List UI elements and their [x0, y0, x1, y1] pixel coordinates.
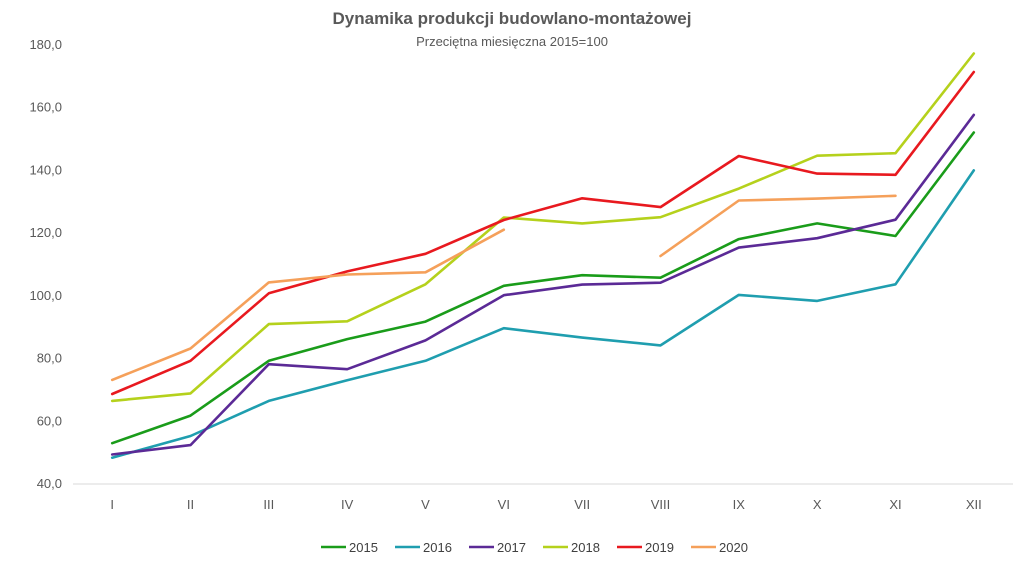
chart-title: Dynamika produkcji budowlano-montażowej: [332, 9, 692, 28]
legend-label-2018: 2018: [571, 540, 600, 555]
series-line-2017: [110, 113, 976, 456]
x-tick-label: VII: [574, 497, 590, 512]
x-tick-label: VIII: [651, 497, 671, 512]
x-tick-label: I: [110, 497, 114, 512]
y-tick-label: 60,0: [37, 413, 62, 428]
series-line-2015: [110, 131, 976, 445]
x-tick-label: VI: [498, 497, 510, 512]
legend-label-2020: 2020: [719, 540, 748, 555]
series-line-2016: [110, 169, 976, 459]
y-tick-label: 120,0: [29, 225, 62, 240]
chart-subtitle: Przeciętna miesięczna 2015=100: [416, 34, 608, 49]
x-tick-label: II: [187, 497, 194, 512]
x-tick-label: III: [263, 497, 274, 512]
x-tick-label: IX: [733, 497, 746, 512]
y-tick-label: 40,0: [37, 476, 62, 491]
series-line-2020: [110, 194, 897, 382]
x-tick-label: V: [421, 497, 430, 512]
y-tick-label: 140,0: [29, 162, 62, 177]
x-tick-label: X: [813, 497, 822, 512]
x-tick-label: XII: [966, 497, 982, 512]
series-line-2019: [110, 70, 976, 396]
y-tick-label: 180,0: [29, 37, 62, 52]
series-line-2018: [110, 52, 976, 403]
y-tick-label: 160,0: [29, 100, 62, 115]
x-tick-label: IV: [341, 497, 354, 512]
legend-label-2019: 2019: [645, 540, 674, 555]
legend-label-2016: 2016: [423, 540, 452, 555]
x-tick-label: XI: [889, 497, 901, 512]
y-tick-label: 80,0: [37, 351, 62, 366]
legend-label-2017: 2017: [497, 540, 526, 555]
legend-label-2015: 2015: [349, 540, 378, 555]
y-tick-label: 100,0: [29, 288, 62, 303]
